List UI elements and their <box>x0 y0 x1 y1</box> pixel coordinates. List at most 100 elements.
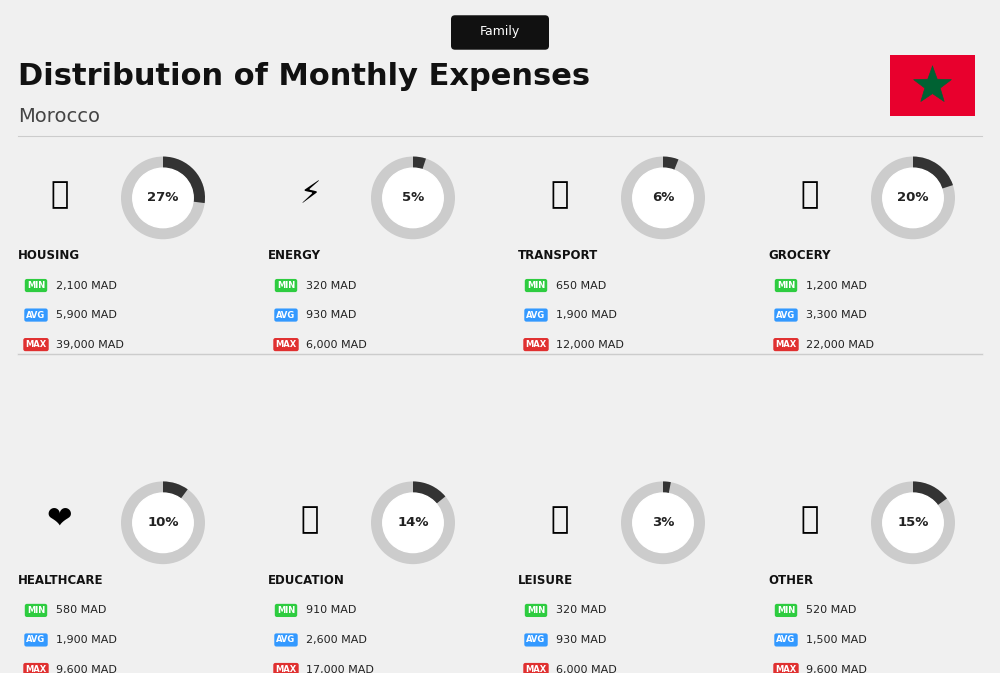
Text: ENERGY: ENERGY <box>268 250 321 262</box>
Text: GROCERY: GROCERY <box>768 250 830 262</box>
Text: LEISURE: LEISURE <box>518 574 573 588</box>
Text: MIN: MIN <box>277 606 295 615</box>
Text: 6%: 6% <box>652 191 674 205</box>
Text: OTHER: OTHER <box>768 574 813 588</box>
Wedge shape <box>163 157 205 203</box>
Text: AVG: AVG <box>26 635 46 645</box>
Text: MAX: MAX <box>25 340 47 349</box>
Text: 22,000 MAD: 22,000 MAD <box>806 340 874 349</box>
Text: HEALTHCARE: HEALTHCARE <box>18 574 104 588</box>
Text: MIN: MIN <box>777 606 795 615</box>
Text: 520 MAD: 520 MAD <box>806 606 856 615</box>
Circle shape <box>133 493 193 553</box>
Text: MIN: MIN <box>777 281 795 290</box>
Text: 320 MAD: 320 MAD <box>306 281 356 291</box>
FancyBboxPatch shape <box>890 55 975 116</box>
Text: 2,100 MAD: 2,100 MAD <box>56 281 117 291</box>
Wedge shape <box>371 481 455 564</box>
Wedge shape <box>121 157 205 239</box>
Text: MAX: MAX <box>525 665 547 673</box>
Wedge shape <box>621 157 705 239</box>
Circle shape <box>883 493 943 553</box>
Circle shape <box>383 168 443 227</box>
Text: 5,900 MAD: 5,900 MAD <box>56 310 117 320</box>
Wedge shape <box>913 157 953 188</box>
Circle shape <box>633 168 693 227</box>
Text: MAX: MAX <box>525 340 547 349</box>
Text: MAX: MAX <box>775 340 797 349</box>
Text: 9,600 MAD: 9,600 MAD <box>806 664 867 673</box>
Wedge shape <box>871 481 955 564</box>
Wedge shape <box>121 481 205 564</box>
Text: Family: Family <box>480 25 520 38</box>
Text: 39,000 MAD: 39,000 MAD <box>56 340 124 349</box>
Text: 650 MAD: 650 MAD <box>556 281 606 291</box>
Text: 10%: 10% <box>147 516 179 529</box>
Text: 2,600 MAD: 2,600 MAD <box>306 635 367 645</box>
Text: 14%: 14% <box>397 516 429 529</box>
Text: AVG: AVG <box>26 310 46 320</box>
Circle shape <box>633 493 693 553</box>
Text: TRANSPORT: TRANSPORT <box>518 250 598 262</box>
Text: 320 MAD: 320 MAD <box>556 606 606 615</box>
Text: 580 MAD: 580 MAD <box>56 606 106 615</box>
Text: AVG: AVG <box>276 635 296 645</box>
Text: 15%: 15% <box>897 516 929 529</box>
Text: 3,300 MAD: 3,300 MAD <box>806 310 867 320</box>
Text: 1,200 MAD: 1,200 MAD <box>806 281 867 291</box>
Wedge shape <box>663 481 671 493</box>
Text: 🛒: 🛒 <box>801 180 819 209</box>
Text: MAX: MAX <box>775 665 797 673</box>
Text: 930 MAD: 930 MAD <box>556 635 606 645</box>
Circle shape <box>133 168 193 227</box>
Text: AVG: AVG <box>776 310 796 320</box>
Text: 910 MAD: 910 MAD <box>306 606 356 615</box>
Text: 1,900 MAD: 1,900 MAD <box>556 310 617 320</box>
Text: ⚡: ⚡ <box>299 180 321 209</box>
Text: 6,000 MAD: 6,000 MAD <box>556 664 617 673</box>
Text: AVG: AVG <box>776 635 796 645</box>
Text: 930 MAD: 930 MAD <box>306 310 356 320</box>
FancyBboxPatch shape <box>451 15 549 50</box>
Text: HOUSING: HOUSING <box>18 250 80 262</box>
Text: 1,500 MAD: 1,500 MAD <box>806 635 867 645</box>
Text: Distribution of Monthly Expenses: Distribution of Monthly Expenses <box>18 63 590 92</box>
Text: AVG: AVG <box>276 310 296 320</box>
Text: 6,000 MAD: 6,000 MAD <box>306 340 367 349</box>
Text: MIN: MIN <box>527 281 545 290</box>
Text: 20%: 20% <box>897 191 929 205</box>
Wedge shape <box>413 157 426 170</box>
Text: AVG: AVG <box>526 310 546 320</box>
Text: 12,000 MAD: 12,000 MAD <box>556 340 624 349</box>
Wedge shape <box>913 481 947 505</box>
Circle shape <box>883 168 943 227</box>
Text: 1,900 MAD: 1,900 MAD <box>56 635 117 645</box>
Polygon shape <box>914 66 951 102</box>
Text: 🏢: 🏢 <box>51 180 69 209</box>
Text: EDUCATION: EDUCATION <box>268 574 345 588</box>
Text: MIN: MIN <box>527 606 545 615</box>
Wedge shape <box>621 481 705 564</box>
Wedge shape <box>371 157 455 239</box>
Text: AVG: AVG <box>526 635 546 645</box>
Text: 💰: 💰 <box>801 505 819 534</box>
Text: 3%: 3% <box>652 516 674 529</box>
Wedge shape <box>663 157 678 170</box>
Text: 27%: 27% <box>147 191 179 205</box>
Text: MAX: MAX <box>275 340 297 349</box>
Text: 17,000 MAD: 17,000 MAD <box>306 664 374 673</box>
Text: MIN: MIN <box>277 281 295 290</box>
Wedge shape <box>163 481 188 499</box>
Wedge shape <box>871 157 955 239</box>
Text: ❤️: ❤️ <box>47 505 73 534</box>
Text: MAX: MAX <box>25 665 47 673</box>
Text: Morocco: Morocco <box>18 107 100 126</box>
Text: 5%: 5% <box>402 191 424 205</box>
Text: MIN: MIN <box>27 606 45 615</box>
Wedge shape <box>413 481 445 504</box>
Text: 🚌: 🚌 <box>551 180 569 209</box>
Text: 9,600 MAD: 9,600 MAD <box>56 664 117 673</box>
Text: 🛍️: 🛍️ <box>551 505 569 534</box>
Text: 🎓: 🎓 <box>301 505 319 534</box>
Text: MAX: MAX <box>275 665 297 673</box>
